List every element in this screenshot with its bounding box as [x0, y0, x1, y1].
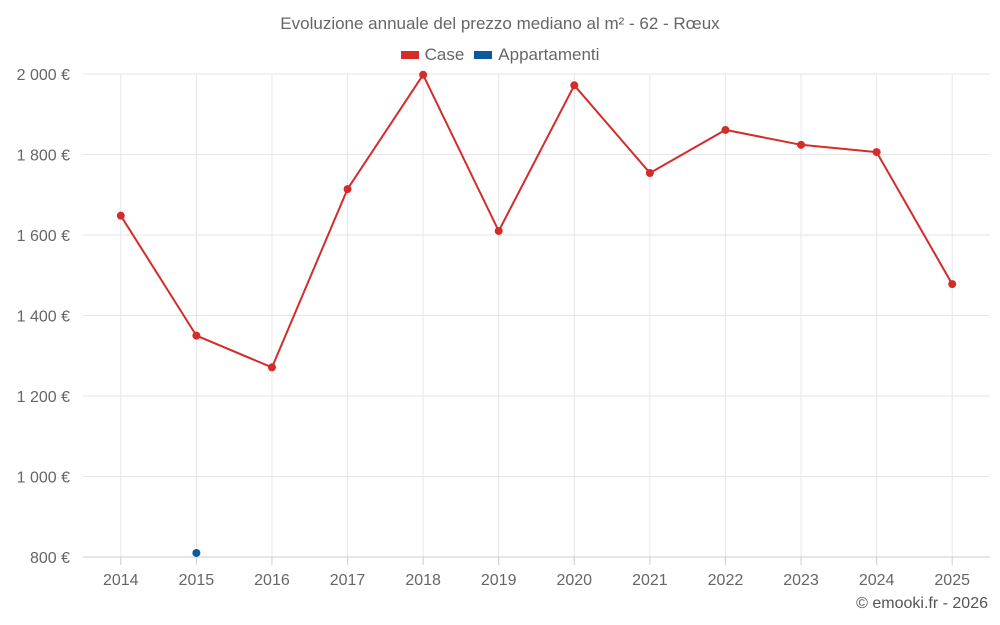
chart-title: Evoluzione annuale del prezzo mediano al…	[280, 14, 720, 33]
x-tick-label: 2022	[708, 572, 744, 589]
x-tick-label: 2017	[330, 572, 366, 589]
x-tick-label: 2014	[103, 572, 139, 589]
y-tick-label: 1 800 €	[17, 148, 70, 165]
y-tick-label: 800 €	[30, 550, 70, 567]
data-point-case	[721, 125, 730, 134]
y-tick-label: 1 200 €	[17, 389, 70, 406]
x-tick-label: 2024	[859, 572, 895, 589]
x-tick-label: 2020	[556, 572, 592, 589]
x-tick-label: 2018	[405, 572, 441, 589]
data-point-case	[948, 280, 957, 289]
series-line-case	[119, 73, 954, 369]
y-tick-label: 1 000 €	[17, 470, 70, 487]
data-point-case	[343, 185, 352, 194]
legend-item-case[interactable]: Case	[400, 45, 465, 65]
y-tick-label: 2 000 €	[17, 67, 70, 84]
chart-legend: Case Appartamenti	[0, 45, 1000, 65]
legend-item-appartamenti[interactable]: Appartamenti	[474, 45, 599, 65]
data-point-case	[645, 169, 654, 178]
y-tick-label: 1 400 €	[17, 309, 70, 326]
legend-swatch-appartamenti	[474, 51, 493, 59]
x-tick-label: 2016	[254, 572, 290, 589]
x-tick-label: 2023	[783, 572, 819, 589]
legend-label-appartamenti: Appartamenti	[498, 45, 600, 64]
data-point-case	[116, 211, 125, 220]
x-tick-label: 2021	[632, 572, 668, 589]
x-tick-label: 2019	[481, 572, 517, 589]
data-point-case	[494, 226, 503, 235]
data-point-appartamenti	[192, 548, 201, 557]
data-point-case	[570, 81, 579, 90]
data-point-case	[267, 363, 276, 372]
legend-label-case: Case	[424, 45, 465, 64]
data-point-case	[419, 70, 428, 79]
credit-text: © emooki.fr - 2026	[856, 595, 988, 612]
data-point-case	[872, 148, 881, 157]
data-point-case	[797, 140, 806, 149]
x-tick-label: 2025	[934, 572, 970, 589]
y-tick-label: 1 600 €	[17, 228, 70, 245]
legend-swatch-case	[400, 51, 419, 59]
x-tick-label: 2015	[179, 572, 215, 589]
data-point-case	[192, 331, 201, 340]
